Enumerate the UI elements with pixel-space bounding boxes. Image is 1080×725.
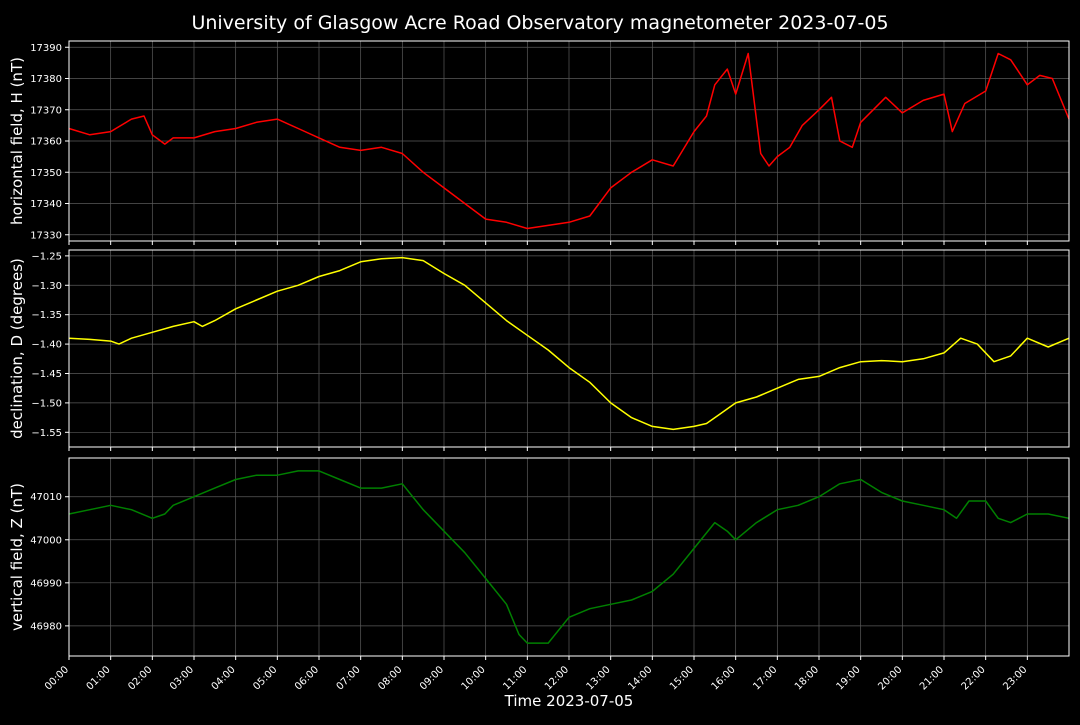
panel-vertical-field: 46980 46990 47000 47010 vertical field, Z (n…: [8, 457, 1070, 660]
x-tick-label: 18:00: [793, 664, 821, 692]
x-tick-label: 06:00: [293, 664, 321, 692]
y-axis-label: horizontal field, H (nT): [8, 57, 26, 225]
y-tick-label: 17350: [30, 168, 62, 179]
y-tick-label: 47010: [30, 492, 62, 503]
x-tick-label: 19:00: [835, 664, 863, 692]
y-axis-label: declination, D (degrees): [8, 258, 26, 439]
plot-frame: [68, 40, 1070, 242]
x-tick-label: 07:00: [335, 664, 363, 692]
x-tick-label: 13:00: [585, 664, 613, 692]
x-tick-label: 02:00: [126, 664, 154, 692]
y-tick-label: −1.35: [31, 310, 62, 321]
plot-frame: [68, 457, 1070, 657]
x-tick-label: 01:00: [85, 664, 113, 692]
y-tick-label: −1.30: [31, 281, 62, 292]
x-tick-label: 12:00: [543, 664, 571, 692]
x-tick-label: 08:00: [376, 664, 404, 692]
y-tick-label: 17340: [30, 199, 62, 210]
y-tick-label: 46980: [30, 621, 62, 632]
x-tick-label: 00:00: [43, 664, 71, 692]
x-tick-label: 09:00: [418, 664, 446, 692]
y-tick-label: 17390: [30, 43, 62, 54]
x-tick-label: 16:00: [710, 664, 738, 692]
x-tick-label: 10:00: [460, 664, 488, 692]
y-tick-label: 46990: [30, 578, 62, 589]
x-tick-label: 04:00: [210, 664, 238, 692]
x-tick-label: 20:00: [876, 664, 904, 692]
x-tick-label: 17:00: [751, 664, 779, 692]
panel-horizontal-field: 17330 17340 17350 17360 17370 17380 17390 horiz…: [8, 40, 1070, 245]
plot-frame: [68, 249, 1070, 448]
x-tick-label: 15:00: [668, 664, 696, 692]
panel-declination: −1.25 −1.30 −1.35 −1.40 −1.45 −1.50 −1.55 decli…: [8, 249, 1070, 451]
y-tick-label: 17370: [30, 105, 62, 116]
chart-panels: 17330 17340 17350 17360 17370 17380 17390 horiz…: [8, 40, 1070, 693]
x-tick-label: 22:00: [960, 664, 988, 692]
y-tick-label: −1.40: [31, 340, 62, 351]
x-axis-label: Time 2023-07-05: [504, 692, 634, 710]
chart-title: University of Glasgow Acre Road Observat…: [191, 12, 888, 34]
y-tick-label: −1.45: [31, 369, 62, 380]
y-tick-label: 17360: [30, 137, 62, 148]
series-line-vertical-field: [68, 470, 1070, 644]
x-tick-label: 03:00: [168, 664, 196, 692]
y-tick-label: −1.55: [31, 428, 62, 439]
y-tick-label: 17330: [30, 230, 62, 241]
x-tick-label: 05:00: [251, 664, 279, 692]
x-tick-label: 11:00: [501, 664, 529, 692]
y-tick-label: 17380: [30, 74, 62, 85]
x-tick-label: 14:00: [626, 664, 654, 692]
y-tick-label: −1.50: [31, 398, 62, 409]
series-line-horizontal-field: [68, 52, 1070, 230]
y-tick-label: 47000: [30, 535, 62, 546]
series-line-declination: [68, 256, 1070, 431]
x-tick-label: 21:00: [918, 664, 946, 692]
x-tick-label: 23:00: [1001, 664, 1029, 692]
y-tick-label: −1.25: [31, 251, 62, 262]
y-axis-label: vertical field, Z (nT): [8, 483, 26, 631]
